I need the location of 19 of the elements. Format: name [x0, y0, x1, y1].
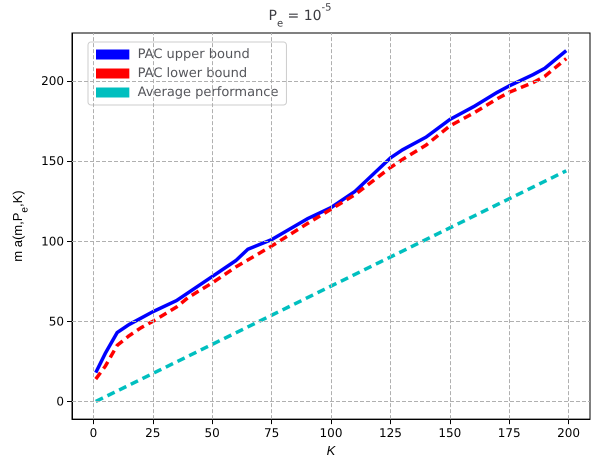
x-tick-label: 200: [557, 426, 580, 440]
legend-label: PAC lower bound: [138, 66, 248, 81]
y-tick-label: 200: [41, 74, 64, 88]
y-axis-title: m a(m,Pe,K): [10, 190, 31, 262]
y-tick-label: 0: [56, 394, 64, 408]
x-tick-label: 150: [438, 426, 462, 440]
x-tick-label: 125: [378, 426, 402, 440]
y-tick-label: 50: [48, 314, 64, 328]
x-tick-label: 175: [498, 426, 521, 440]
x-tick-label: 0: [90, 426, 98, 440]
x-axis-title: K: [326, 443, 337, 458]
x-tick-label: 75: [264, 426, 280, 440]
x-tick-label: 50: [204, 426, 220, 440]
legend-label: Average performance: [138, 85, 278, 100]
x-tick-label: 100: [320, 426, 342, 440]
x-tick-label: 25: [145, 426, 160, 440]
legend-label: PAC upper bound: [138, 47, 250, 62]
y-tick-label: 150: [41, 154, 64, 168]
y-tick-label: 100: [41, 234, 64, 248]
